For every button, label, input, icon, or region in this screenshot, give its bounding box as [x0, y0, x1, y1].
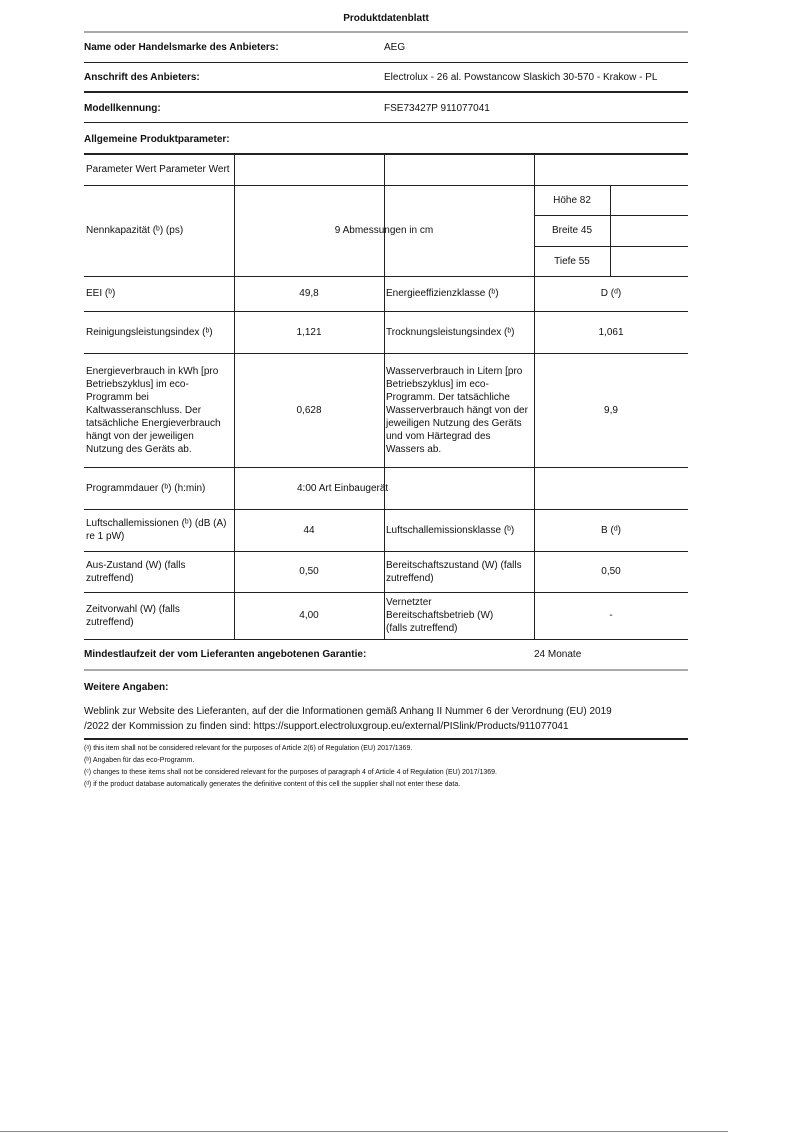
divider	[84, 669, 688, 671]
noise-label: Luftschallemissionen (ᵇ) (dB (A) re 1 pW…	[86, 518, 227, 542]
table-line	[534, 153, 535, 639]
table-line	[84, 353, 688, 354]
networked-standby-label: Vernetzter Bereitschaftsbetrieb (W) (fal…	[386, 597, 494, 634]
standby-label: Bereitschaftszustand (W) (falls zutreffe…	[386, 559, 522, 584]
networked-standby-value: -	[609, 610, 613, 621]
supplier-name-value: AEG	[384, 42, 406, 53]
warranty-label: Mindestlaufzeit der vom Lieferanten ange…	[84, 649, 367, 660]
further-heading: Weitere Angaben:	[84, 682, 169, 693]
page-bottom-line	[0, 1131, 728, 1132]
energy-class-label: Energieeffizienzklasse (ᵇ)	[386, 288, 499, 299]
general-heading: Allgemeine Produktparameter:	[84, 134, 230, 145]
duration-value: 4:00 Art Einbaugerät	[297, 482, 389, 494]
weblink-text: Weblink zur Website des Lieferanten, auf…	[84, 706, 612, 717]
page-title: Produktdatenblatt	[343, 13, 429, 24]
divider	[84, 62, 688, 63]
off-mode-label: Aus-Zustand (W) (falls zutreffend)	[86, 559, 186, 584]
footnote-b: (ᵇ) Angaben für das eco-Programm.	[84, 757, 195, 764]
delay-start-value: 4,00	[299, 610, 319, 621]
table-line	[384, 153, 385, 639]
energy-class-value: D (ᵈ)	[600, 288, 622, 299]
table-line	[84, 551, 688, 552]
table-line	[534, 246, 688, 247]
table-header: Parameter Wert Parameter Wert	[86, 163, 230, 175]
delay-start-label: Zeitvorwahl (W) (falls zutreffend)	[86, 603, 180, 628]
height-value: Höhe 82	[553, 194, 591, 206]
divider	[84, 122, 688, 123]
divider	[84, 738, 688, 740]
water-label: Wasserverbrauch in Litern [pro Betriebsz…	[386, 365, 528, 455]
standby-value: 0,50	[601, 566, 621, 577]
model-value: FSE73427P 911077041	[384, 103, 490, 114]
drying-label: Trocknungsleistungsindex (ᵇ)	[386, 326, 515, 338]
cleaning-value: 1,121	[296, 326, 322, 338]
noise-value: 44	[303, 524, 315, 536]
weblink-url[interactable]: /2022 der Kommission zu finden sind: htt…	[84, 721, 569, 732]
table-line	[84, 509, 688, 510]
supplier-address-value: Electrolux - 26 al. Powstancow Slaskich …	[384, 72, 658, 83]
cleaning-label: Reinigungsleistungsindex (ᵇ)	[86, 326, 213, 338]
table-line	[84, 639, 688, 640]
water-value: 9,9	[604, 404, 618, 416]
eei-value: 49,8	[299, 288, 319, 299]
noise-class-value: B (ᵈ)	[601, 524, 621, 536]
table-line	[234, 153, 235, 639]
width-value: Breite 45	[551, 225, 593, 236]
off-mode-value: 0,50	[299, 566, 319, 577]
noise-class-label: Luftschallemissionsklasse (ᵇ)	[386, 524, 515, 536]
duration-label: Programmdauer (ᵇ) (h:min)	[86, 482, 206, 494]
table-line	[84, 276, 688, 277]
energy-value: 0,628	[296, 404, 322, 416]
warranty-value: 24 Monate	[534, 649, 582, 660]
depth-value: Tiefe 55	[554, 255, 590, 267]
footnote-a: (ᵃ) this item shall not be considered re…	[84, 745, 413, 752]
supplier-address-label: Anschrift des Anbieters:	[84, 72, 200, 83]
footnote-d: (ᵈ) if the product database automaticall…	[84, 781, 461, 788]
model-label: Modellkennung:	[84, 103, 161, 114]
footnote-c: (ᶜ) changes to these items shall not be …	[84, 769, 497, 776]
table-line	[84, 185, 688, 186]
table-line	[84, 592, 688, 593]
capacity-label: Nennkapazität (ᵇ) (ps)	[86, 225, 184, 236]
eei-label: EEI (ᵇ)	[86, 288, 116, 299]
divider	[84, 91, 688, 93]
divider	[84, 31, 688, 33]
table-line	[84, 311, 688, 312]
table-line	[610, 185, 611, 276]
supplier-name-label: Name oder Handelsmarke des Anbieters:	[84, 42, 279, 53]
table-line	[534, 215, 688, 216]
table-line	[84, 153, 688, 155]
capacity-value: 9 Abmessungen in cm	[334, 225, 434, 236]
energy-label: Energieverbrauch in kWh [pro Betriebszyk…	[86, 365, 221, 455]
drying-value: 1,061	[598, 326, 624, 338]
table-line	[84, 467, 688, 468]
